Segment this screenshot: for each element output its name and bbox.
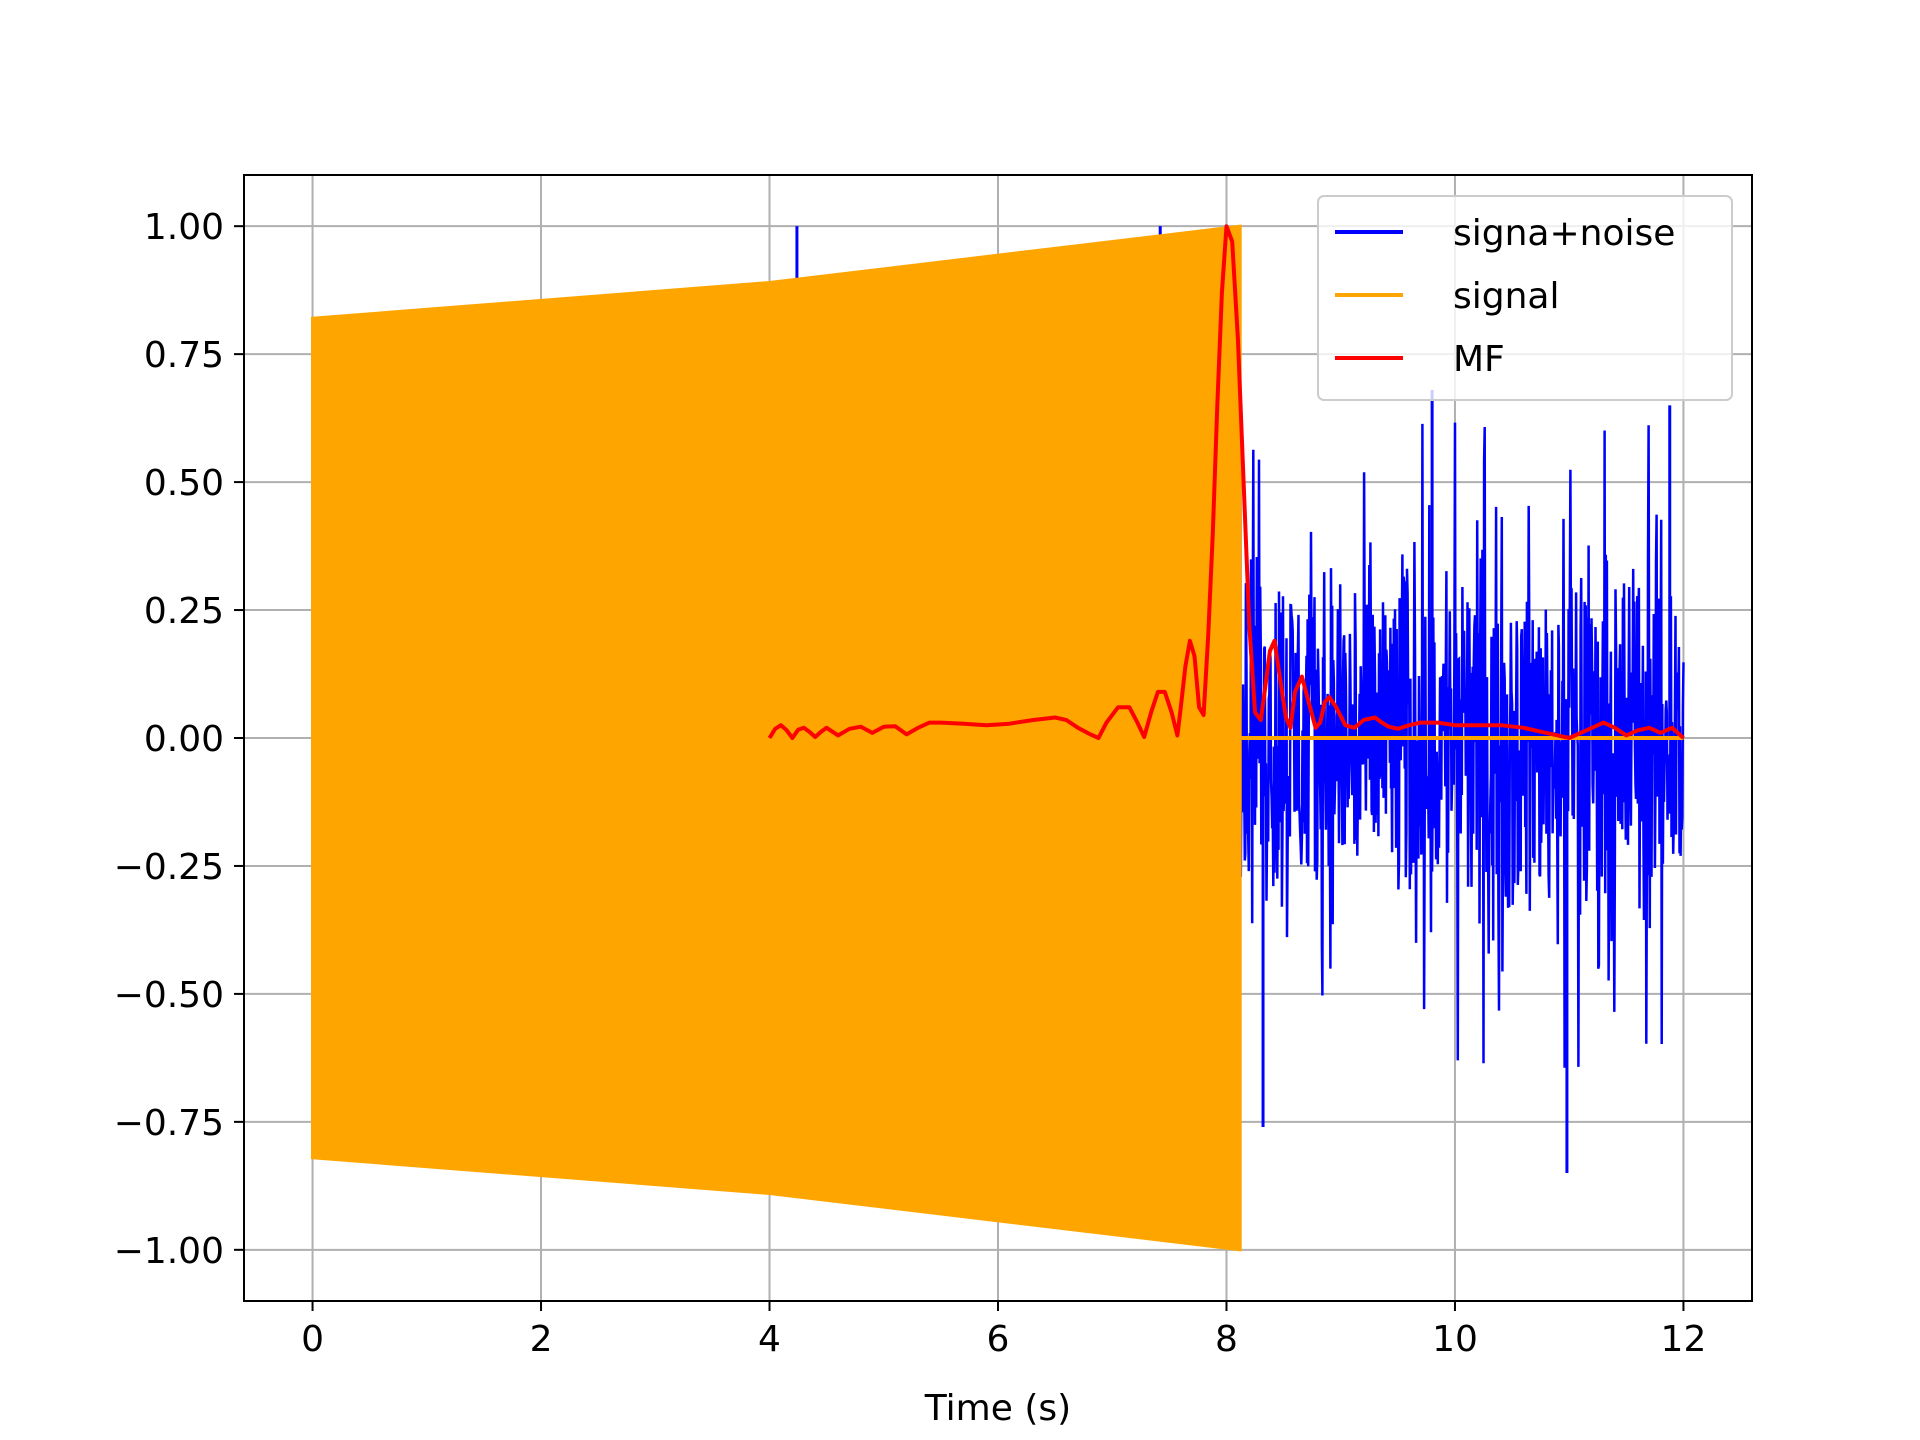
- legend-box: [1317, 195, 1733, 401]
- legend: signa+noise signal MF: [1317, 195, 1733, 401]
- series-line-mf: [767, 224, 1685, 740]
- x-tick-label: 8: [1215, 1319, 1238, 1360]
- y-tick-label: 0.75: [144, 335, 224, 376]
- y-tick-label: −0.50: [114, 975, 224, 1016]
- x-axis-label: Time (s): [924, 1388, 1071, 1429]
- legend-label-signal: signal: [1453, 276, 1560, 317]
- x-tick-label: 0: [301, 1319, 324, 1360]
- series-area-signal: [311, 224, 1242, 1252]
- y-axis: 1.00 0.75 0.50 0.25 0.00 −0.25 −0.50 −0.75 −1.00: [114, 207, 244, 1272]
- x-axis: 0 2 4 6 8 10 12: [301, 1301, 1706, 1360]
- x-tick-label: 12: [1661, 1319, 1707, 1360]
- x-tick-label: 6: [987, 1319, 1010, 1360]
- y-tick-label: 0.00: [144, 719, 224, 760]
- legend-label-mf: MF: [1453, 339, 1505, 380]
- x-tick-label: 2: [530, 1319, 553, 1360]
- series-layer: [311, 224, 1685, 1252]
- y-tick-label: −0.25: [114, 847, 224, 888]
- y-tick-label: −0.75: [114, 1103, 224, 1144]
- y-tick-label: 1.00: [144, 207, 224, 248]
- legend-label-signa-noise: signa+noise: [1453, 213, 1675, 254]
- y-tick-label: 0.50: [144, 463, 224, 504]
- x-tick-label: 4: [758, 1319, 781, 1360]
- x-tick-label: 10: [1432, 1319, 1478, 1360]
- series-signal: [311, 224, 1684, 1252]
- y-tick-label: 0.25: [144, 591, 224, 632]
- series-mf: [767, 224, 1685, 740]
- y-tick-label: −1.00: [114, 1231, 224, 1272]
